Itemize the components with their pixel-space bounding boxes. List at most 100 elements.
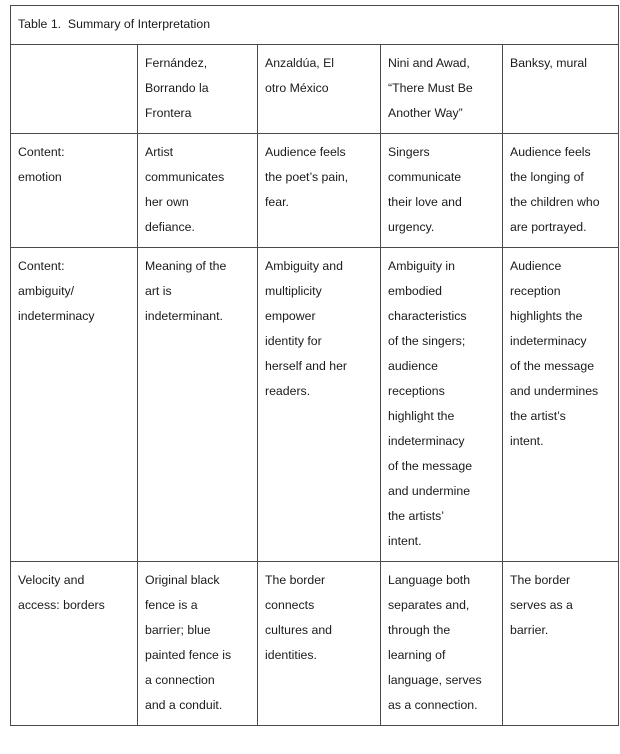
header-cell-fernandez: Fernández, Borrando la Frontera	[137, 44, 258, 134]
cell-line: audience	[388, 359, 438, 373]
cell-line: the longing of	[510, 170, 584, 184]
header-line: Another Way”	[388, 106, 463, 120]
header-cell-nini-and-awad: Nini and Awad, “There Must Be Another Wa…	[380, 44, 503, 134]
summary-of-interpretation-table: Table 1. Summary of Interpretation Ferná…	[9, 5, 620, 726]
cell-line: embodied	[388, 284, 443, 298]
cell-line: and a conduit.	[145, 698, 223, 712]
cell-line: and undermines	[510, 384, 599, 398]
cell-line: Singers	[388, 145, 430, 159]
cell-line: are portrayed.	[510, 220, 587, 234]
cell-emotion-banksy: Audience feels the longing of the childr…	[501, 133, 620, 248]
cell-line: multiplicity	[265, 284, 322, 298]
label-line: indeterminacy	[18, 309, 95, 323]
header-line: “There Must Be	[388, 81, 473, 95]
cell-ambiguity-anzaldua: Ambiguity and multiplicity empower ident…	[257, 247, 381, 562]
cell-line: Meaning of the	[145, 259, 227, 273]
label-line: Content:	[18, 259, 65, 273]
cell-line: characteristics	[388, 309, 467, 323]
header-cell-empty	[10, 44, 138, 134]
table-row: Content: emotion Artist communicates her…	[10, 133, 620, 248]
cell-line: highlights the	[510, 309, 583, 323]
cell-line: communicate	[388, 170, 462, 184]
cell-line: learning of	[388, 648, 446, 662]
cell-line: of the message	[388, 459, 473, 473]
header-line: Frontera	[145, 106, 192, 120]
cell-line: of the singers;	[388, 334, 466, 348]
cell-line: her own	[145, 195, 189, 209]
cell-emotion-anzaldua: Audience feels the poet’s pain, fear.	[257, 133, 381, 248]
cell-line: painted fence is	[145, 648, 232, 662]
cell-line: intent.	[510, 434, 544, 448]
table-row: Velocity and access: borders Original bl…	[10, 561, 620, 726]
label-line: access: borders	[18, 598, 105, 612]
header-cell-banksy: Banksy, mural	[501, 44, 620, 134]
header-line: Nini and Awad,	[388, 56, 470, 70]
cell-borders-anzaldua: The border connects cultures and identit…	[257, 561, 381, 726]
cell-line: urgency.	[388, 220, 435, 234]
cell-line: language, serves	[388, 673, 482, 687]
table-caption-row: Table 1. Summary of Interpretation	[9, 5, 620, 45]
cell-line: intent.	[388, 534, 422, 548]
cell-line: communicates	[145, 170, 225, 184]
header-line: Fernández,	[145, 56, 208, 70]
cell-line: the artists’	[388, 509, 445, 523]
cell-line: the artist’s	[510, 409, 566, 423]
cell-line: Audience feels	[265, 145, 346, 159]
table-header-row: Fernández, Borrando la Frontera Anzaldúa…	[10, 44, 620, 134]
header-line: otro México	[265, 81, 329, 95]
cell-line: The border	[265, 573, 326, 587]
cell-line: Original black	[145, 573, 220, 587]
cell-line: of the message	[510, 359, 595, 373]
label-line: emotion	[18, 170, 62, 184]
cell-borders-banksy: The border serves as a barrier.	[501, 561, 620, 726]
table-caption: Table 1. Summary of Interpretation	[9, 5, 620, 45]
cell-line: serves as a	[510, 598, 573, 612]
cell-line: Ambiguity and	[265, 259, 343, 273]
cell-line: fear.	[265, 195, 289, 209]
cell-line: reception	[510, 284, 561, 298]
cell-emotion-fernandez: Artist communicates her own defiance.	[137, 133, 258, 248]
cell-line: Audience	[510, 259, 562, 273]
cell-line: defiance.	[145, 220, 195, 234]
header-line: Borrando la	[145, 81, 209, 95]
header-line: Anzaldúa, El	[265, 56, 335, 70]
cell-line: and undermine	[388, 484, 471, 498]
cell-ambiguity-nini-and-awad: Ambiguity in embodied characteristics of…	[380, 247, 503, 562]
table-container: Table 1. Summary of Interpretation Ferná…	[9, 5, 620, 726]
cell-line: receptions	[388, 384, 445, 398]
cell-line: identities.	[265, 648, 317, 662]
label-line: ambiguity/	[18, 284, 75, 298]
cell-line: Language both	[388, 573, 471, 587]
header-cell-anzaldua: Anzaldúa, El otro México	[257, 44, 381, 134]
cell-line: Artist	[145, 145, 174, 159]
cell-line: separates and,	[388, 598, 470, 612]
cell-line: empower	[265, 309, 316, 323]
row-label-content-ambiguity: Content: ambiguity/ indeterminacy	[10, 247, 138, 562]
header-line: Banksy, mural	[510, 56, 587, 70]
cell-line: barrier.	[510, 623, 549, 637]
cell-line: highlight the	[388, 409, 455, 423]
cell-line: Audience feels	[510, 145, 591, 159]
label-line: Velocity and	[18, 573, 85, 587]
label-line: Content:	[18, 145, 65, 159]
cell-borders-nini-and-awad: Language both separates and, through the…	[380, 561, 503, 726]
cell-line: the children who	[510, 195, 600, 209]
cell-line: Ambiguity in	[388, 259, 455, 273]
cell-line: readers.	[265, 384, 311, 398]
row-label-content-emotion: Content: emotion	[10, 133, 138, 248]
cell-line: connects	[265, 598, 315, 612]
cell-line: indeterminacy	[388, 434, 465, 448]
cell-line: art is	[145, 284, 172, 298]
cell-emotion-nini-and-awad: Singers communicate their love and urgen…	[380, 133, 503, 248]
cell-borders-fernandez: Original black fence is a barrier; blue …	[137, 561, 258, 726]
cell-line: their love and	[388, 195, 462, 209]
cell-line: fence is a	[145, 598, 198, 612]
cell-line: indeterminacy	[510, 334, 587, 348]
table-row: Content: ambiguity/ indeterminacy Meanin…	[10, 247, 620, 562]
cell-line: The border	[510, 573, 571, 587]
cell-line: as a connection.	[388, 698, 478, 712]
row-label-velocity-access-borders: Velocity and access: borders	[10, 561, 138, 726]
cell-line: the poet’s pain,	[265, 170, 349, 184]
cell-ambiguity-banksy: Audience reception highlights the indete…	[501, 247, 620, 562]
cell-line: herself and her	[265, 359, 348, 373]
